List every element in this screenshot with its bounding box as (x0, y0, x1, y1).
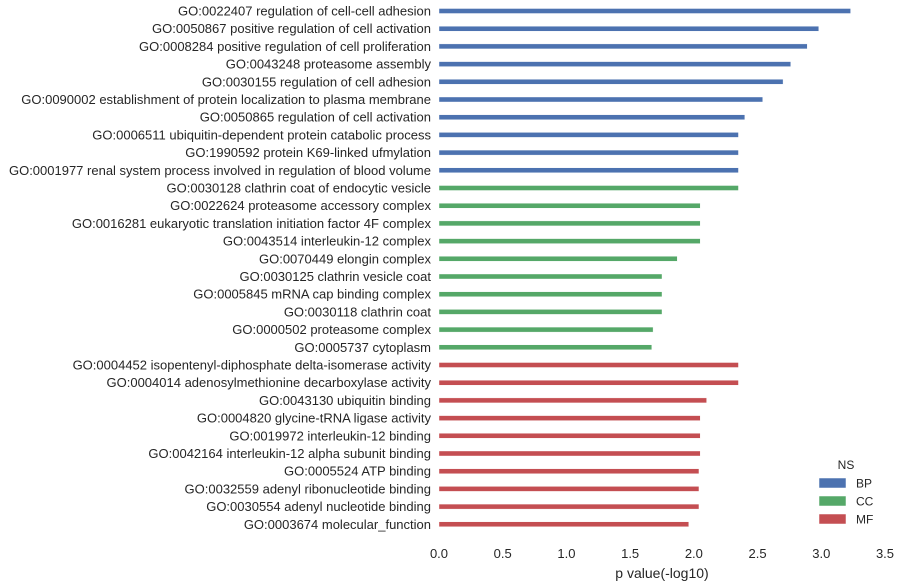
bar-mf (438, 450, 701, 457)
bar-cc (438, 202, 701, 209)
category-label: GO:0043248 proteasome assembly (226, 57, 432, 72)
legend-swatch-cc (818, 495, 847, 507)
x-tick-label: 0.5 (494, 546, 512, 561)
bar-mf (438, 503, 700, 510)
category-label: GO:0004014 adenosylmethionine decarboxyl… (107, 375, 432, 390)
legend-label-cc: CC (856, 495, 874, 509)
category-label: GO:0090002 establishment of protein loca… (21, 92, 431, 107)
bar-cc (438, 326, 654, 333)
x-tick-label: 2.0 (685, 546, 703, 561)
category-label: GO:0001977 renal system process involved… (9, 163, 431, 178)
category-label: GO:0004820 glycine-tRNA ligase activity (197, 411, 432, 426)
category-label: GO:0022624 proteasome accessory complex (170, 198, 431, 213)
category-label: GO:0050865 regulation of cell activation (200, 110, 431, 125)
category-label: GO:0030128 clathrin coat of endocytic ve… (167, 181, 431, 196)
bar-bp (438, 96, 763, 103)
bar-bp (438, 167, 739, 174)
bar-bp (438, 26, 819, 32)
bar-mf (438, 380, 739, 386)
category-label: GO:0042164 interleukin-12 alpha subunit … (148, 446, 431, 461)
x-tick-label: 3.0 (812, 546, 830, 561)
bar-series (438, 8, 851, 527)
category-label: GO:0003674 molecular_function (244, 517, 431, 532)
category-label: GO:0030118 clathrin coat (284, 304, 432, 319)
bar-bp (438, 149, 739, 156)
legend-label-mf: MF (856, 513, 873, 527)
bar-cc (438, 185, 739, 191)
bar-bp (438, 43, 808, 50)
bar-mf (438, 433, 701, 439)
bar-bp (438, 132, 739, 138)
bar-mf (438, 415, 701, 421)
bar-cc (438, 220, 701, 227)
category-label: GO:0006511 ubiquitin-dependent protein c… (92, 127, 431, 142)
legend-swatch-bp (818, 477, 847, 489)
category-label: GO:0016281 eukaryotic translation initia… (72, 216, 432, 231)
bar-cc (438, 273, 663, 280)
bar-cc (438, 309, 663, 315)
bar-bp (438, 79, 784, 85)
legend-entries: BP CC MF (818, 477, 874, 527)
bar-bp (438, 61, 791, 67)
x-axis-ticks: 0.0 0.5 1.0 1.5 2.0 2.5 3.0 3.5 (430, 546, 894, 561)
category-labels: GO:0022407 regulation of cell-cell adhes… (9, 4, 432, 532)
x-axis-title: p value(-log10) (615, 565, 708, 581)
category-label: GO:0019972 interleukin-12 binding (229, 428, 431, 443)
bar-cc (438, 238, 701, 244)
category-label: GO:0004452 isopentenyl-diphosphate delta… (73, 358, 432, 373)
bar-bp (438, 114, 746, 120)
bar-mf (438, 486, 700, 492)
category-label: GO:0043130 ubiquitin binding (259, 393, 431, 408)
category-label: GO:0005845 mRNA cap binding complex (193, 287, 431, 302)
category-label: GO:1990592 protein K69-linked ufmylation (185, 145, 431, 160)
x-tick-label: 2.5 (749, 546, 767, 561)
x-tick-label: 1.0 (557, 546, 575, 561)
legend-swatch-mf (818, 513, 847, 525)
bar-mf (438, 521, 689, 527)
category-label: GO:0032559 adenyl ribonucleotide binding (185, 481, 431, 496)
legend: NS BP CC MF (818, 458, 874, 527)
bar-cc (438, 344, 653, 350)
bar-cc (438, 291, 663, 297)
category-label: GO:0008284 positive regulation of cell p… (139, 39, 431, 54)
legend-title: NS (838, 458, 855, 472)
category-label: GO:0022407 regulation of cell-cell adhes… (178, 4, 431, 19)
category-label: GO:0005524 ATP binding (284, 464, 431, 479)
category-label: GO:0030155 regulation of cell adhesion (202, 74, 431, 89)
category-label: GO:0000502 proteasome complex (232, 322, 431, 337)
category-label: GO:0050867 positive regulation of cell a… (152, 21, 431, 36)
x-tick-label: 3.5 (876, 546, 894, 561)
bar-mf (438, 397, 707, 404)
category-label: GO:0005737 cytoplasm (294, 340, 431, 355)
x-tick-label: 1.5 (621, 546, 639, 561)
category-label: GO:0043514 interleukin-12 complex (223, 234, 432, 249)
x-tick-label: 0.0 (430, 546, 448, 561)
legend-label-bp: BP (856, 477, 872, 491)
category-label: GO:0070449 elongin complex (259, 251, 432, 266)
bar-cc (438, 256, 678, 262)
category-label: GO:0030554 adenyl nucleotide binding (206, 499, 431, 514)
bar-bp (438, 8, 851, 14)
bar-mf (438, 468, 700, 474)
bar-mf (438, 362, 739, 368)
category-label: GO:0030125 clathrin vesicle coat (240, 269, 432, 284)
